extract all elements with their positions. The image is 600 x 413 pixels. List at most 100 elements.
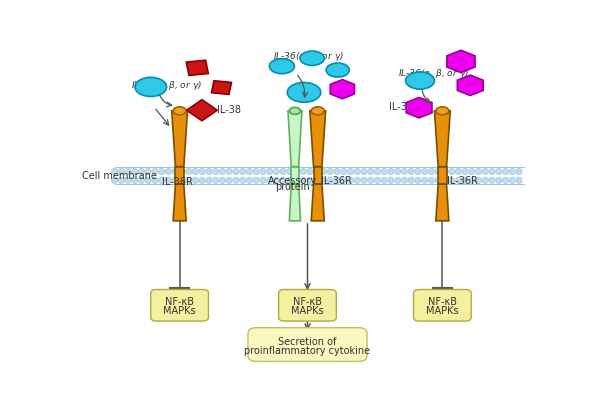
Ellipse shape <box>239 169 245 175</box>
Ellipse shape <box>300 178 307 184</box>
Ellipse shape <box>516 178 522 184</box>
Ellipse shape <box>166 178 172 184</box>
Text: proinflammatory cytokine: proinflammatory cytokine <box>244 345 371 355</box>
Ellipse shape <box>260 169 266 175</box>
Ellipse shape <box>158 178 165 184</box>
Polygon shape <box>291 167 299 185</box>
Text: IL-36R: IL-36R <box>322 175 352 185</box>
Ellipse shape <box>415 169 421 175</box>
Ellipse shape <box>293 169 299 175</box>
Text: IL-36($\alpha$, $\beta$, or $\gamma$): IL-36($\alpha$, $\beta$, or $\gamma$) <box>131 79 202 92</box>
Ellipse shape <box>462 178 468 184</box>
Ellipse shape <box>408 169 414 175</box>
Ellipse shape <box>347 169 353 175</box>
Polygon shape <box>406 98 432 119</box>
Ellipse shape <box>482 169 488 175</box>
Text: MAPKs: MAPKs <box>163 306 196 316</box>
Ellipse shape <box>381 169 387 175</box>
Ellipse shape <box>274 178 280 184</box>
Ellipse shape <box>408 178 414 184</box>
Ellipse shape <box>347 178 353 184</box>
Ellipse shape <box>152 178 158 184</box>
Ellipse shape <box>428 169 434 175</box>
Text: protein: protein <box>275 182 310 192</box>
Polygon shape <box>289 185 301 221</box>
Polygon shape <box>434 112 450 167</box>
Ellipse shape <box>388 169 394 175</box>
Ellipse shape <box>381 178 387 184</box>
Ellipse shape <box>469 178 475 184</box>
Ellipse shape <box>193 169 199 175</box>
Ellipse shape <box>314 169 320 175</box>
Text: Cell membrane: Cell membrane <box>82 171 157 181</box>
Text: IL-36($\alpha$, $\beta$, or $\gamma$): IL-36($\alpha$, $\beta$, or $\gamma$) <box>272 50 344 62</box>
Ellipse shape <box>260 178 266 184</box>
Ellipse shape <box>212 169 218 175</box>
Polygon shape <box>311 185 324 221</box>
Ellipse shape <box>442 178 448 184</box>
FancyBboxPatch shape <box>413 290 471 321</box>
Ellipse shape <box>442 169 448 175</box>
Ellipse shape <box>125 178 131 184</box>
FancyBboxPatch shape <box>278 290 337 321</box>
Ellipse shape <box>289 108 301 115</box>
Ellipse shape <box>435 169 441 175</box>
Ellipse shape <box>327 169 334 175</box>
Ellipse shape <box>253 178 259 184</box>
Polygon shape <box>175 167 184 185</box>
Ellipse shape <box>280 169 286 175</box>
Ellipse shape <box>247 169 253 175</box>
Ellipse shape <box>185 169 192 175</box>
Polygon shape <box>288 112 302 167</box>
Ellipse shape <box>415 178 421 184</box>
Ellipse shape <box>293 178 299 184</box>
Ellipse shape <box>422 169 428 175</box>
Ellipse shape <box>118 169 124 175</box>
Ellipse shape <box>247 178 253 184</box>
Ellipse shape <box>395 169 401 175</box>
Ellipse shape <box>354 178 360 184</box>
Ellipse shape <box>185 178 192 184</box>
Ellipse shape <box>220 169 226 175</box>
Ellipse shape <box>125 169 131 175</box>
Text: IL-36Ra: IL-36Ra <box>389 102 425 112</box>
Ellipse shape <box>212 178 218 184</box>
Ellipse shape <box>334 169 340 175</box>
Ellipse shape <box>354 169 360 175</box>
Ellipse shape <box>374 178 380 184</box>
Polygon shape <box>186 61 208 76</box>
Ellipse shape <box>476 178 482 184</box>
Polygon shape <box>172 112 188 167</box>
Ellipse shape <box>334 178 340 184</box>
Ellipse shape <box>496 178 502 184</box>
Ellipse shape <box>172 169 178 175</box>
Text: IL-36R: IL-36R <box>162 177 193 187</box>
Ellipse shape <box>179 178 185 184</box>
Text: NF-κB: NF-κB <box>293 297 322 307</box>
Ellipse shape <box>388 178 394 184</box>
Polygon shape <box>187 100 217 121</box>
Polygon shape <box>310 112 326 167</box>
Ellipse shape <box>233 169 239 175</box>
Ellipse shape <box>226 169 232 175</box>
Ellipse shape <box>503 178 509 184</box>
Ellipse shape <box>469 169 475 175</box>
Text: MAPKs: MAPKs <box>291 306 324 316</box>
Ellipse shape <box>395 178 401 184</box>
Ellipse shape <box>152 169 158 175</box>
Ellipse shape <box>489 178 495 184</box>
Ellipse shape <box>269 59 295 74</box>
Ellipse shape <box>139 169 145 175</box>
Ellipse shape <box>401 178 407 184</box>
Ellipse shape <box>220 178 226 184</box>
Text: IL-36R: IL-36R <box>447 175 478 185</box>
Ellipse shape <box>341 169 347 175</box>
Ellipse shape <box>428 178 434 184</box>
FancyBboxPatch shape <box>151 290 208 321</box>
Ellipse shape <box>118 178 124 184</box>
Ellipse shape <box>139 178 145 184</box>
Ellipse shape <box>455 169 461 175</box>
Polygon shape <box>436 185 449 221</box>
Ellipse shape <box>455 178 461 184</box>
Ellipse shape <box>307 178 313 184</box>
